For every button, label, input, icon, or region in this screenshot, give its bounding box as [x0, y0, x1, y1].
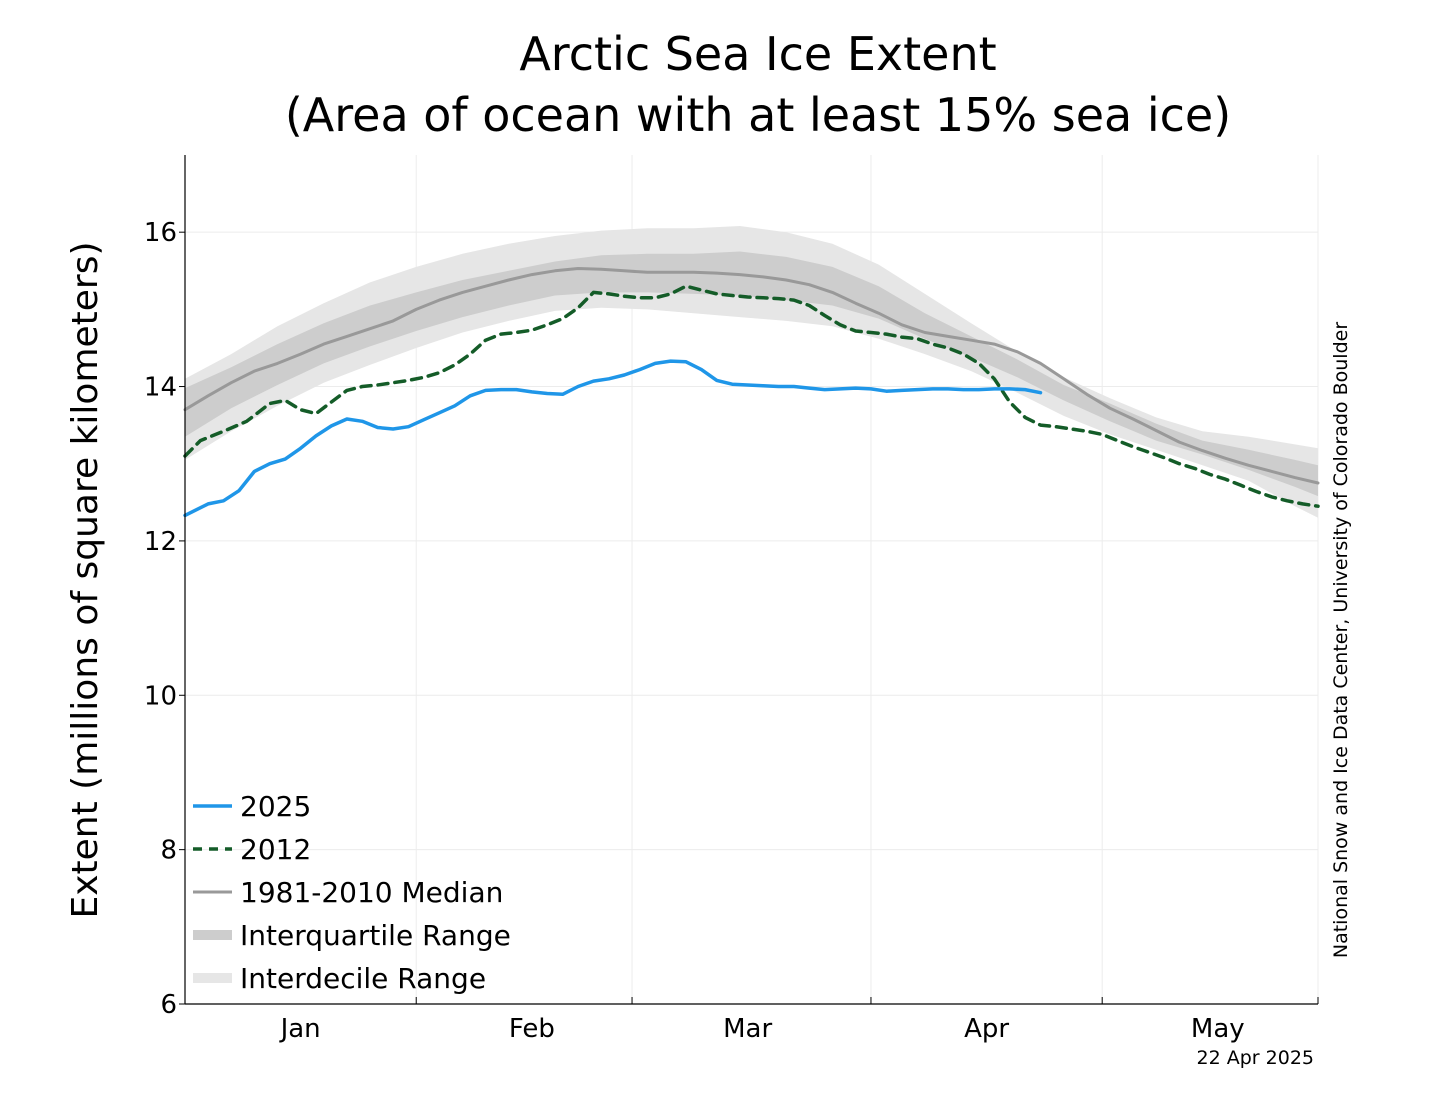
range-bands: [185, 226, 1318, 518]
tick-labels: 6 8 10 12 14 16 Jan Feb Mar Apr May: [144, 218, 1245, 1044]
legend-label: Interquartile Range: [240, 919, 511, 952]
x-tick-label-may: May: [1191, 1014, 1245, 1044]
x-tick-label-feb: Feb: [509, 1014, 555, 1044]
y-tick-label: 8: [160, 836, 177, 866]
chart-subtitle: (Area of ocean with at least 15% sea ice…: [285, 88, 1231, 142]
chart-title: Arctic Sea Ice Extent: [519, 27, 996, 81]
y-tick-label: 6: [160, 990, 177, 1020]
y-tick-label: 14: [144, 373, 177, 403]
legend-label: 2025: [240, 790, 311, 823]
x-tick-label-mar: Mar: [723, 1014, 772, 1044]
series-line-1981-2010-median: [183, 267, 1320, 485]
legend-label: 2012: [240, 833, 311, 866]
legend-label: Interdecile Range: [240, 962, 486, 995]
date-stamp: 22 Apr 2025: [1197, 1047, 1314, 1069]
y-tick-label: 16: [144, 218, 177, 248]
credit-text: National Snow and Ice Data Center, Unive…: [1330, 322, 1352, 958]
x-tick-label-apr: Apr: [964, 1014, 1009, 1044]
y-tick-label: 10: [144, 681, 177, 711]
x-tick-label-jan: Jan: [279, 1014, 321, 1044]
band-interquartile-range: [185, 251, 1318, 497]
y-tick-label: 12: [144, 527, 177, 557]
y-axis-label: Extent (millions of square kilometers): [65, 241, 106, 918]
axes: [179, 155, 1319, 1005]
legend-label: 1981-2010 Median: [240, 876, 503, 909]
legend: 2025 2012 1981-2010 Median Interquartile Ra…: [193, 790, 511, 995]
series-line-2012: [183, 284, 1320, 508]
series-lines: [183, 267, 1320, 518]
series-line-2025: [183, 359, 1043, 518]
